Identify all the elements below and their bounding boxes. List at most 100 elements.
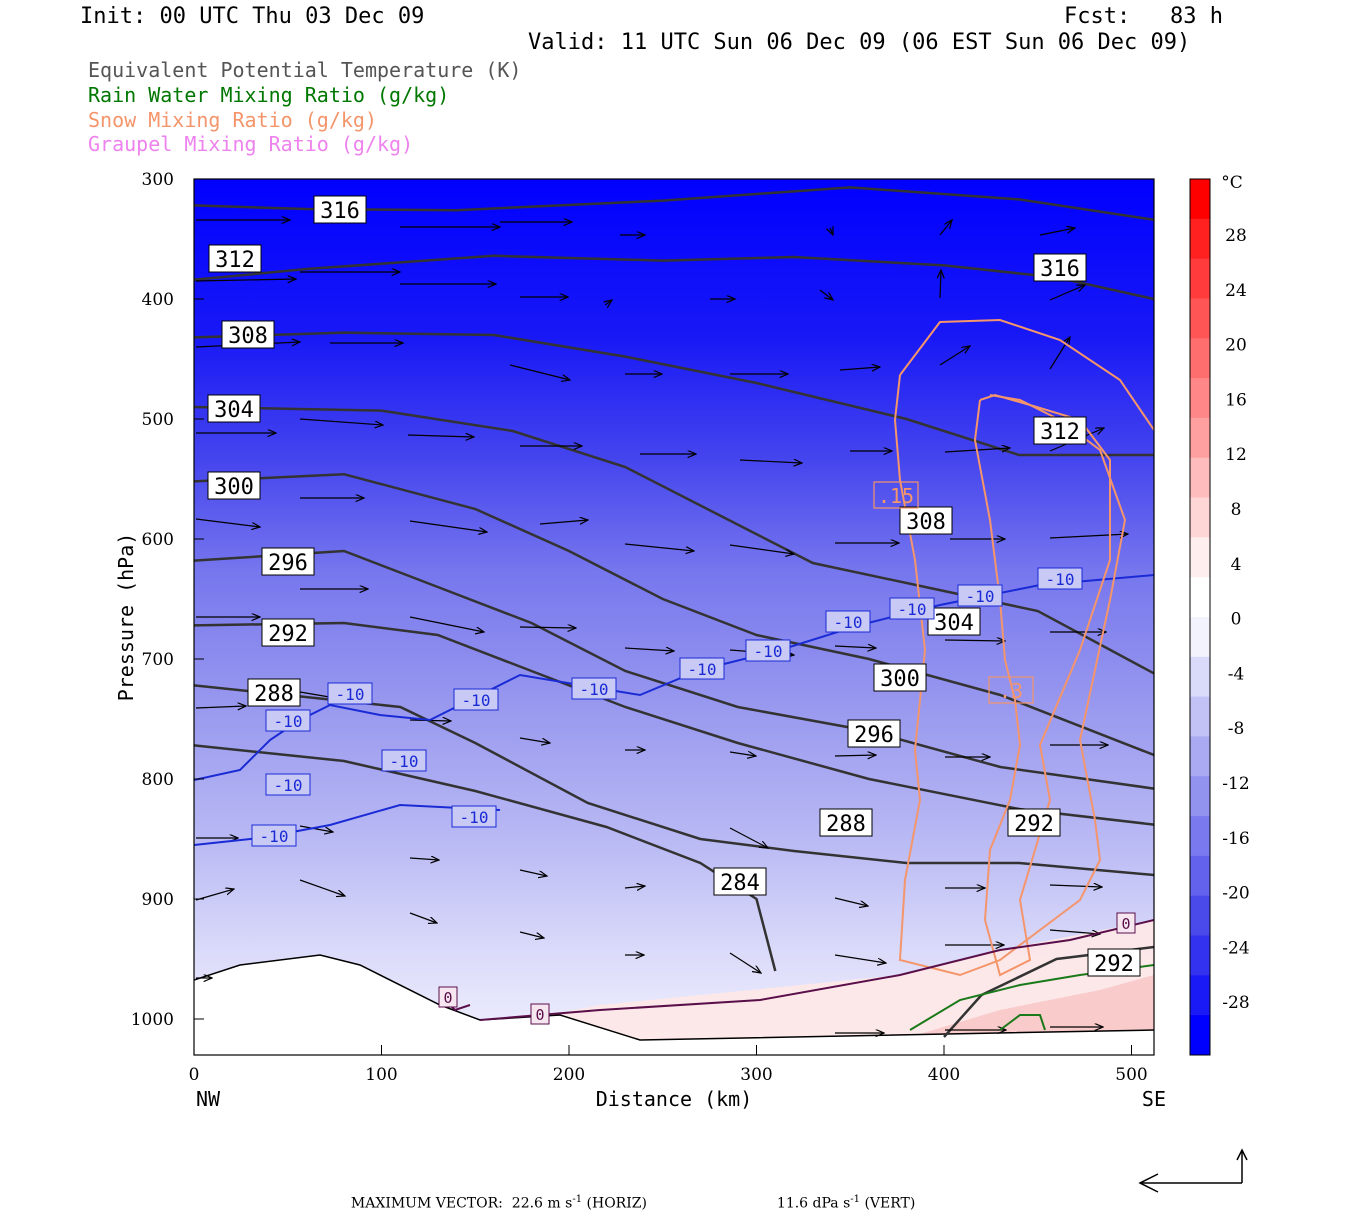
y-tick-label: 600 — [142, 530, 174, 550]
wind-vector — [830, 228, 833, 235]
theta-e-label-box — [221, 320, 275, 349]
theta-e-label-text: 312 — [1040, 420, 1080, 445]
wind-vector — [624, 886, 645, 888]
y-tick-label: 300 — [142, 170, 174, 190]
wind-vector — [1049, 285, 1085, 301]
temperature-label: -10 — [327, 682, 373, 705]
snow-label-box — [873, 481, 919, 509]
theta-e-label-text: 296 — [268, 551, 308, 576]
colorbar-tick-label: -20 — [1222, 884, 1249, 904]
colorbar-swatch — [1190, 656, 1210, 698]
colorbar-tick-label: -8 — [1228, 719, 1245, 739]
theta-e-line — [194, 744, 777, 972]
temperature-label-box — [381, 749, 427, 772]
colorbar-swatch — [1190, 935, 1210, 976]
temperature-label-box — [453, 688, 499, 711]
wind-vector — [729, 752, 756, 756]
theta-e-label-box — [207, 471, 261, 500]
wind-vector — [624, 543, 694, 551]
theta-e-label: 292 — [1087, 948, 1141, 977]
y-tick-label: 900 — [142, 890, 174, 910]
temperature-label-text: -10 — [274, 776, 303, 795]
theta-e-line — [194, 621, 1154, 826]
colorbar-swatch — [1190, 1015, 1210, 1056]
theta-e-label-text: 312 — [215, 248, 255, 273]
colorbar-swatch — [1190, 975, 1210, 1016]
theta-e-label-box — [1087, 948, 1141, 977]
theta-e-label-box — [713, 867, 767, 896]
theta-e-label-text: 288 — [826, 812, 866, 837]
reference-vector-arrows — [1138, 1148, 1248, 1193]
max-vector-horiz-value: MAXIMUM VECTOR: 22.6 m s — [350, 1195, 573, 1212]
temperature-label-text: -10 — [390, 752, 419, 771]
theta-e-label: 312 — [208, 244, 262, 273]
theta-e-label: 296 — [847, 719, 901, 748]
snow-label-text: .15 — [878, 484, 914, 508]
wind-vector — [819, 289, 833, 300]
colorbar-swatch — [1190, 776, 1210, 817]
temperature-label-text: -10 — [754, 642, 783, 661]
colorbar-tick-label: 4 — [1231, 555, 1242, 575]
colorbar-tick-label: -12 — [1222, 774, 1249, 794]
wind-vectors — [195, 220, 1128, 1033]
theta-e-label: 316 — [313, 195, 367, 224]
temperature-label-text: -10 — [336, 685, 365, 704]
theta-e-label-box — [208, 244, 262, 273]
wind-vector — [409, 858, 439, 860]
temperature-label-box — [265, 773, 311, 796]
freezing-label: 0 — [530, 1003, 550, 1025]
x-tick-label: 500 — [1115, 1065, 1147, 1085]
colorbar-swatch — [1190, 258, 1210, 299]
wind-vector — [834, 646, 876, 648]
wind-vector — [1039, 228, 1075, 236]
theta-e-label-text: 284 — [720, 871, 760, 896]
wind-vector — [624, 648, 674, 651]
max-vector-vert-caption: 11.6 dPa s-1 (VERT) — [768, 1178, 915, 1212]
wind-vector — [409, 616, 484, 632]
colorbar-tick-label: 20 — [1225, 336, 1247, 356]
wind-vector — [940, 270, 941, 299]
wind-vector — [509, 364, 570, 380]
temperature-label: -10 — [451, 805, 497, 828]
freezing-label-text: 0 — [1121, 915, 1130, 933]
colorbar-tick-label: 16 — [1225, 390, 1247, 410]
wind-vector — [299, 825, 333, 832]
temperature-label-box — [251, 824, 297, 847]
theta-e-label: 300 — [207, 471, 261, 500]
freezing-label-text: 0 — [535, 1006, 544, 1024]
temperature-label-text: -10 — [1046, 570, 1075, 589]
wind-vector — [519, 627, 576, 628]
wind-vector — [834, 755, 876, 756]
wind-vector — [195, 889, 234, 901]
colorbar-swatch — [1190, 497, 1210, 538]
colorbar-swatch — [1190, 736, 1210, 777]
temperature-label-text: -10 — [688, 660, 717, 679]
max-vector-horiz-tag: (HORIZ) — [586, 1195, 647, 1212]
wind-vector — [739, 460, 802, 463]
theta-e-label-box — [207, 394, 261, 423]
legend-rain: Rain Water Mixing Ratio (g/kg) — [88, 83, 450, 107]
wind-vector — [409, 520, 487, 532]
colorbar-tick-label: 8 — [1231, 500, 1242, 520]
temperature-label-box — [957, 584, 1003, 607]
wind-vector — [195, 279, 296, 281]
temperature-label: -10 — [265, 773, 311, 796]
snow-label-box — [988, 676, 1034, 704]
wind-vector — [519, 869, 547, 876]
x-tick-label: 0 — [189, 1065, 200, 1085]
colorbar-tick-label: 28 — [1225, 226, 1247, 246]
temperature-label-text: -10 — [898, 600, 927, 619]
colorbar-tick-label: -4 — [1228, 664, 1245, 684]
wind-vector — [839, 367, 880, 370]
theta-e-label-box — [819, 808, 873, 837]
colorbar-swatch — [1190, 378, 1210, 419]
theta-e-label-text: 292 — [1014, 812, 1054, 837]
colorbar-unit: °C — [1221, 173, 1243, 193]
wind-vector — [195, 518, 260, 527]
colorbar-tick-label: 24 — [1225, 281, 1247, 301]
x-tick-label: 100 — [365, 1065, 397, 1085]
wind-vector — [1049, 534, 1128, 539]
colorbar-tick-label: -16 — [1222, 829, 1249, 849]
theta-e-label: 284 — [713, 867, 767, 896]
